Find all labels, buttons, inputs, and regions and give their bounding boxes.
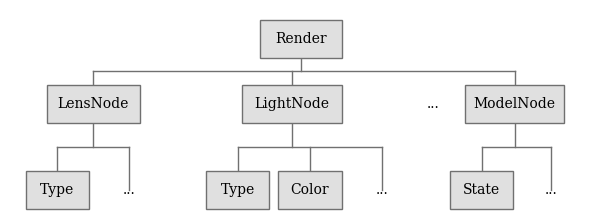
FancyBboxPatch shape	[242, 85, 342, 123]
FancyBboxPatch shape	[278, 171, 342, 209]
FancyBboxPatch shape	[450, 171, 513, 209]
Text: ...: ...	[427, 97, 440, 111]
Text: ...: ...	[376, 183, 389, 197]
FancyBboxPatch shape	[261, 20, 342, 58]
Text: Render: Render	[275, 32, 327, 46]
Text: LightNode: LightNode	[255, 97, 329, 111]
Text: ...: ...	[544, 183, 557, 197]
Text: LensNode: LensNode	[58, 97, 129, 111]
FancyBboxPatch shape	[206, 171, 269, 209]
Text: State: State	[463, 183, 500, 197]
Text: ...: ...	[123, 183, 136, 197]
FancyBboxPatch shape	[25, 171, 89, 209]
Text: Type: Type	[221, 183, 255, 197]
Text: Type: Type	[40, 183, 74, 197]
Text: ModelNode: ModelNode	[474, 97, 556, 111]
FancyBboxPatch shape	[47, 85, 140, 123]
Text: Color: Color	[291, 183, 329, 197]
FancyBboxPatch shape	[465, 85, 565, 123]
